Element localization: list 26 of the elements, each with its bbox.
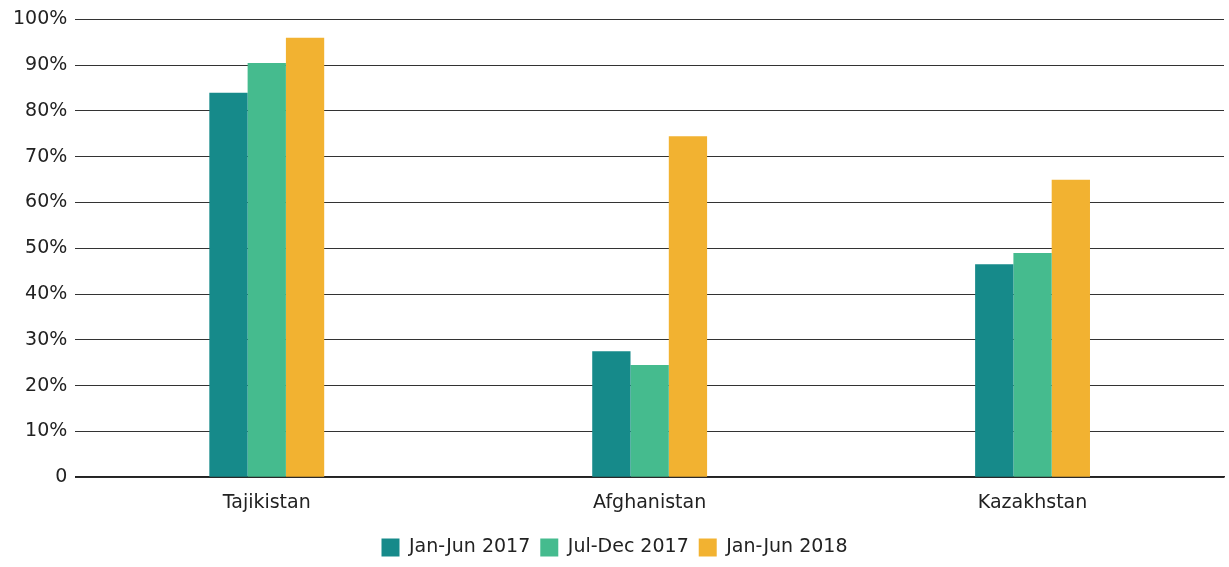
y-tick-label: 0 [55, 464, 68, 487]
y-tick-label: 50% [25, 235, 68, 258]
bar [975, 264, 1014, 477]
bar [247, 62, 286, 477]
legend-label: Jan-Jun 2017 [408, 534, 531, 557]
y-tick-label: 40% [25, 281, 68, 304]
y-tick-label: 100% [12, 6, 68, 29]
legend-label: Jan-Jun 2018 [725, 534, 848, 557]
legend-label: Jul-Dec 2017 [566, 534, 689, 557]
y-tick-label: 90% [25, 52, 68, 75]
x-tick-label: Afghanistan [593, 489, 707, 512]
bar [209, 92, 248, 477]
bar [285, 37, 325, 477]
bar [1013, 252, 1052, 477]
y-tick-label: 80% [25, 97, 68, 120]
y-tick-label: 60% [25, 189, 68, 212]
y-tick-label: 10% [25, 418, 68, 441]
bar [630, 365, 669, 477]
x-tick-label: Tajikistan [221, 489, 311, 512]
bar [592, 351, 631, 477]
bar [1051, 179, 1090, 477]
x-tick-label: Kazakhstan [977, 489, 1088, 512]
y-tick-label: 70% [25, 143, 68, 166]
y-tick-label: 30% [25, 326, 68, 349]
bar [668, 136, 708, 477]
y-tick-label: 20% [25, 372, 68, 395]
